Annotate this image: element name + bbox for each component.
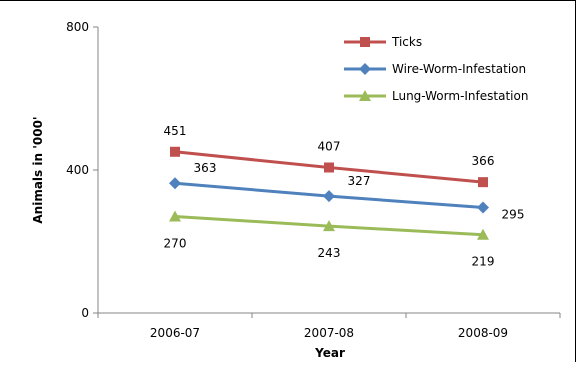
x-tick-label: 2007-08 (304, 326, 354, 340)
legend-label: Ticks (391, 35, 422, 49)
data-label: 407 (318, 139, 341, 153)
x-tick-label: 2008-09 (458, 326, 508, 340)
legend-label: Lung-Worm-Infestation (392, 89, 528, 103)
legend-swatch-marker (360, 37, 370, 47)
data-point (323, 190, 335, 203)
data-label: 327 (348, 174, 371, 188)
legend: Ticks Wire-Worm-Infestation Lung-Worm-Infe… (344, 35, 528, 103)
y-tick-label: 800 (66, 20, 89, 34)
legend-label: Wire-Worm-Infestation (392, 62, 526, 76)
data-point (324, 162, 334, 173)
data-point (169, 177, 181, 190)
data-point (169, 210, 181, 222)
series-2: 363 327 295 (169, 161, 525, 222)
data-label: 366 (472, 154, 495, 168)
data-point (477, 228, 489, 240)
data-point (323, 220, 335, 232)
data-point (477, 201, 489, 214)
data-label: 243 (318, 246, 341, 260)
series-1: 451 407 366 (164, 124, 495, 188)
series-group: 451 407 366 363 327 295 270 243 219 (164, 124, 525, 269)
legend-swatch-marker (359, 90, 371, 101)
x-axis-ticks: 2006-07 2007-08 2008-09 (97, 313, 561, 340)
data-label: 219 (472, 255, 495, 269)
y-axis-ticks: 0 400 800 (66, 20, 98, 320)
x-axis-title: Year (314, 346, 345, 360)
y-tick-label: 0 (81, 306, 89, 320)
legend-swatch-marker (359, 63, 371, 75)
series-3: 270 243 219 (164, 210, 495, 269)
data-label: 295 (502, 208, 525, 222)
x-tick-label: 2006-07 (150, 326, 200, 340)
data-point (478, 177, 488, 188)
data-point (170, 146, 180, 157)
data-label: 451 (164, 124, 187, 138)
data-label: 270 (164, 236, 187, 250)
data-label: 363 (194, 161, 217, 175)
y-axis-title: Animals in '000' (31, 116, 45, 223)
y-tick-label: 400 (66, 163, 89, 177)
